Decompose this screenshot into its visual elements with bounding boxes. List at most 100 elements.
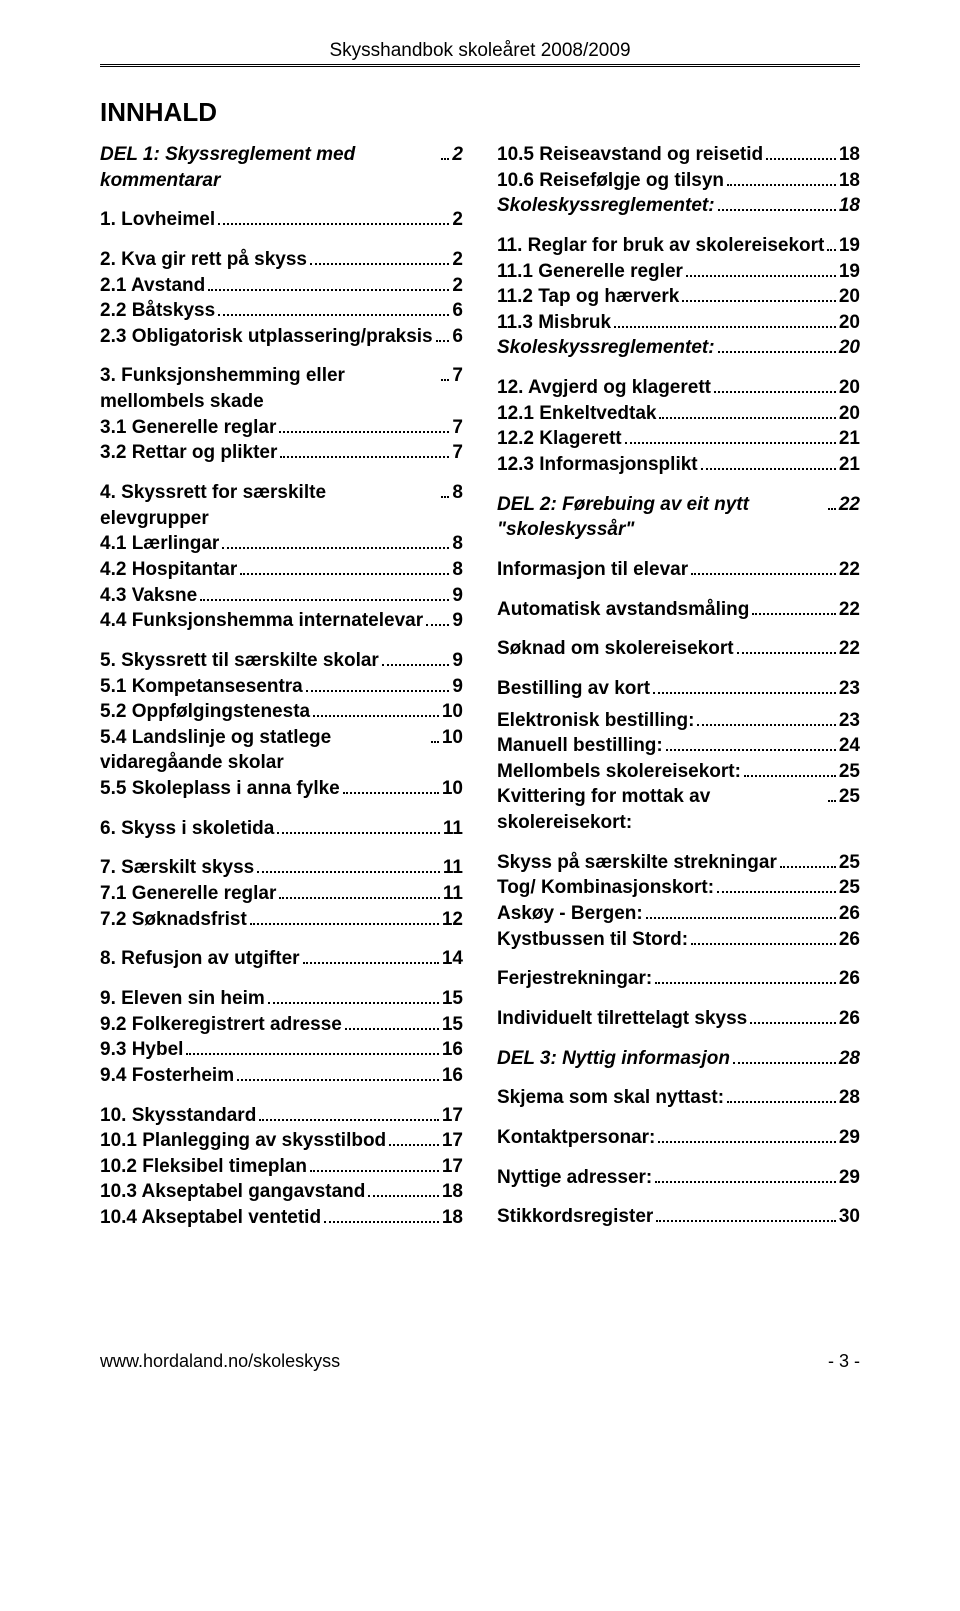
toc-entry: Bestilling av kort23	[497, 676, 860, 702]
toc-label: Individuelt tilrettelagt skyss	[497, 1006, 747, 1032]
toc-leader-dots	[436, 340, 450, 342]
toc-leader-dots	[208, 289, 449, 291]
toc-leader-dots	[186, 1053, 438, 1055]
toc-page-number: 26	[839, 966, 860, 992]
toc-entry: Ferjestrekningar:26	[497, 966, 860, 992]
toc-page-number: 16	[442, 1063, 463, 1089]
toc-page-number: 25	[839, 784, 860, 810]
toc-leader-dots	[718, 351, 836, 353]
toc-entry: 4.1 Lærlingar8	[100, 531, 463, 557]
toc-entry: 9.2 Folkeregistrert adresse15	[100, 1012, 463, 1038]
toc-page-number: 16	[442, 1037, 463, 1063]
toc-page-number: 19	[839, 259, 860, 285]
header-rule	[100, 64, 860, 67]
toc-entry: Askøy - Bergen:26	[497, 901, 860, 927]
toc-entry: 5.1 Kompetansesentra9	[100, 674, 463, 700]
footer-url: www.hordaland.no/skoleskyss	[100, 1351, 340, 1372]
toc-page-number: 17	[442, 1128, 463, 1154]
toc-leader-dots	[310, 263, 449, 265]
toc-leader-dots	[240, 573, 449, 575]
toc-label: 9.3 Hybel	[100, 1037, 183, 1063]
toc-page-number: 25	[839, 850, 860, 876]
toc-label: 2. Kva gir rett på skyss	[100, 247, 307, 273]
toc-page-number: 21	[839, 426, 860, 452]
toc-leader-dots	[313, 715, 439, 717]
toc-label: 11.1 Generelle regler	[497, 259, 683, 285]
toc-entry: 9. Eleven sin heim15	[100, 986, 463, 1012]
toc-page-number: 14	[442, 946, 463, 972]
toc-label: 9.2 Folkeregistrert adresse	[100, 1012, 342, 1038]
toc-leader-dots	[646, 917, 836, 919]
toc-leader-dots	[737, 652, 836, 654]
toc-leader-dots	[368, 1195, 438, 1197]
toc-label: 2.2 Båtskyss	[100, 298, 215, 324]
toc-entry: 5.4 Landslinje og statlege vidaregåande …	[100, 725, 463, 776]
toc-page-number: 20	[839, 375, 860, 401]
toc-page-number: 25	[839, 875, 860, 901]
toc-label: 4.3 Vaksne	[100, 583, 197, 609]
toc-label: 7. Særskilt skyss	[100, 855, 254, 881]
toc-entry: 10. Skysstandard17	[100, 1103, 463, 1129]
toc-gap	[100, 841, 463, 855]
toc-entry: 4.2 Hospitantar8	[100, 557, 463, 583]
toc-entry: 5.2 Oppfølgingstenesta10	[100, 699, 463, 725]
toc-gap	[497, 836, 860, 850]
toc-label: DEL 1: Skyssreglement med kommentarar	[100, 142, 438, 193]
toc-entry: 9.3 Hybel 16	[100, 1037, 463, 1063]
toc-entry: 12.3 Informasjonsplikt21	[497, 452, 860, 478]
toc-page-number: 21	[839, 452, 860, 478]
toc-gap	[497, 1151, 860, 1165]
toc-label: Nyttige adresser:	[497, 1165, 652, 1191]
toc-leader-dots	[280, 456, 449, 458]
toc-page-number: 9	[452, 583, 463, 609]
toc-leader-dots	[656, 1220, 836, 1222]
toc-leader-dots	[441, 158, 449, 160]
toc-page-number: 20	[839, 335, 860, 361]
toc-gap	[497, 543, 860, 557]
toc-entry: 2.1 Avstand2	[100, 273, 463, 299]
toc-leader-dots	[733, 1062, 836, 1064]
toc-leader-dots	[310, 1170, 439, 1172]
toc-gap	[497, 219, 860, 233]
toc-entry: 2.3 Obligatorisk utplassering/praksis6	[100, 324, 463, 350]
toc-label: Tog/ Kombinasjonskort:	[497, 875, 714, 901]
toc-leader-dots	[750, 1022, 836, 1024]
toc-label: 3.2 Rettar og plikter	[100, 440, 277, 466]
toc-label: Kvittering for mottak av skolereisekort:	[497, 784, 825, 835]
toc-label: 10.2 Fleksibel timeplan	[100, 1154, 307, 1180]
toc-leader-dots	[701, 468, 836, 470]
toc-entry: 1. Lovheimel2	[100, 207, 463, 233]
toc-entry: 11.3 Misbruk20	[497, 310, 860, 336]
toc-page-number: 11	[443, 881, 463, 907]
toc-label: 5.4 Landslinje og statlege vidaregåande …	[100, 725, 428, 776]
toc-label: 5. Skyssrett til særskilte skolar	[100, 648, 379, 674]
toc-leader-dots	[659, 417, 835, 419]
toc-entry: Skyss på særskilte strekningar25	[497, 850, 860, 876]
toc-leader-dots	[653, 692, 836, 694]
toc-entry: 8. Refusjon av utgifter14	[100, 946, 463, 972]
toc-label: Mellombels skolereisekort:	[497, 759, 741, 785]
toc-label: Skjema som skal nyttast:	[497, 1085, 724, 1111]
toc-page-number: 7	[452, 415, 463, 441]
toc-gap	[497, 478, 860, 492]
toc-label: Informasjon til elevar	[497, 557, 688, 583]
toc-page-number: 18	[442, 1205, 463, 1231]
toc-page-number: 22	[839, 492, 860, 518]
toc-page-number: 7	[452, 440, 463, 466]
toc-label: 10.4 Akseptabel ventetid	[100, 1205, 321, 1231]
toc-entry: Skjema som skal nyttast:28	[497, 1085, 860, 1111]
toc-label: 11.3 Misbruk	[497, 310, 611, 336]
toc-entry: 9.4 Fosterheim16	[100, 1063, 463, 1089]
toc-page-number: 22	[839, 597, 860, 623]
toc-entry: 12.1 Enkeltvedtak20	[497, 401, 860, 427]
toc-entry: Kontaktpersonar:29	[497, 1125, 860, 1151]
toc-title: INNHALD	[100, 97, 860, 128]
toc-label: 10. Skysstandard	[100, 1103, 256, 1129]
toc-leader-dots	[655, 982, 836, 984]
toc-label: 4.2 Hospitantar	[100, 557, 237, 583]
toc-gap	[497, 361, 860, 375]
toc-leader-dots	[828, 508, 836, 510]
toc-entry: Manuell bestilling:24	[497, 733, 860, 759]
toc-page-number: 2	[452, 273, 463, 299]
toc-entry: 4.4 Funksjonshemma internatelevar9	[100, 608, 463, 634]
